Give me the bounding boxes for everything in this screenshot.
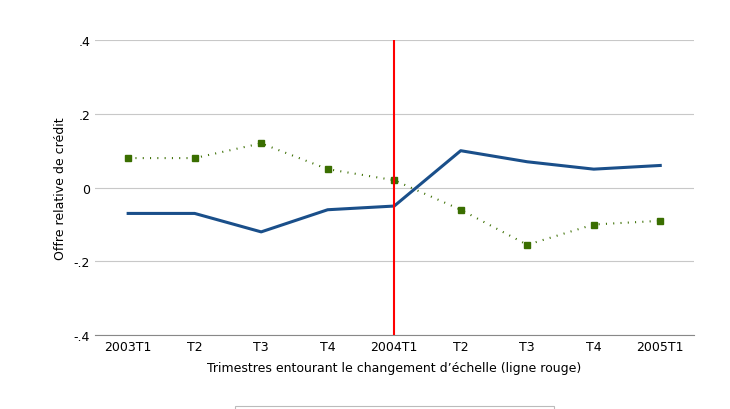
Y-axis label: Offre relative de crédit: Offre relative de crédit: [54, 117, 66, 259]
X-axis label: Trimestres entourant le changement d’échelle (ligne rouge): Trimestres entourant le changement d’éch…: [207, 362, 581, 375]
Legend: Cotes revalorisées, Cotes inchangées: Cotes revalorisées, Cotes inchangées: [234, 407, 554, 409]
